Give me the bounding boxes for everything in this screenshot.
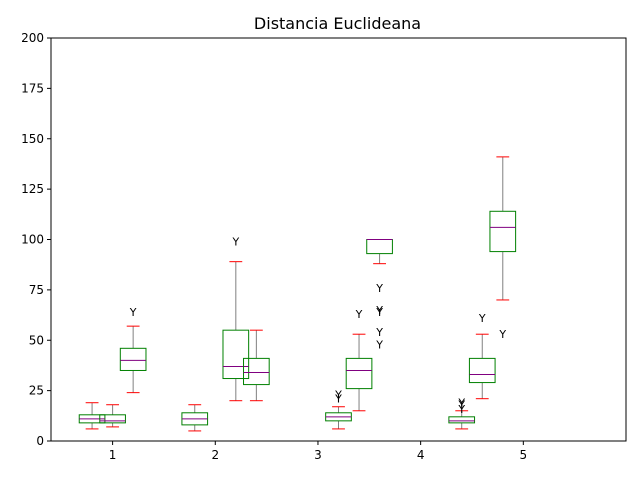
y-tick-label: 200 (21, 31, 44, 45)
outlier-marker: Y (457, 397, 465, 410)
x-tick-label: 3 (314, 448, 322, 462)
x-tick-label: 2 (211, 448, 219, 462)
chart-title: Distancia Euclideana (254, 14, 421, 33)
outlier-marker: Y (375, 306, 383, 319)
iqr-box (489, 210, 517, 253)
y-tick-label: 150 (21, 132, 44, 146)
outlier-marker: Y (478, 312, 486, 325)
iqr-box (345, 357, 373, 390)
box-group-5: Y (222, 236, 250, 402)
iqr-box (119, 347, 147, 371)
iqr-box (243, 357, 270, 386)
outlier-marker: Y (334, 389, 342, 402)
outlier-marker: Y (129, 306, 137, 319)
outlier-marker: Y (457, 399, 465, 412)
y-tick-label: 25 (29, 384, 44, 398)
box-group-10: YYY (448, 397, 476, 430)
x-tick-label: 5 (520, 448, 528, 462)
x-tick-label: 1 (109, 448, 117, 462)
iqr-box (448, 416, 476, 424)
iqr-box (222, 329, 250, 380)
iqr-box (366, 239, 393, 255)
box-group-6 (243, 329, 270, 402)
iqr-box (468, 357, 496, 384)
box-group-11: Y (468, 312, 496, 400)
outlier-marker: Y (355, 308, 363, 321)
outlier-marker: Y (375, 338, 383, 351)
iqr-box (99, 414, 126, 424)
outlier-marker: Y (375, 282, 383, 295)
outlier-marker: Y (457, 403, 465, 416)
y-tick-label: 175 (21, 81, 44, 95)
box-group-2 (99, 404, 126, 428)
box-group-12: Y (489, 156, 517, 341)
box-group-7: YY (325, 389, 352, 430)
box-group-1 (78, 402, 106, 430)
box-group-8: Y (345, 308, 373, 412)
x-tick-label: 4 (417, 448, 425, 462)
y-tick-label: 125 (21, 182, 44, 196)
box-group-3: Y (119, 306, 147, 394)
y-tick-label: 75 (29, 283, 44, 297)
y-tick-label: 50 (29, 333, 44, 347)
x-axis: 1 2 3 4 5 (109, 441, 527, 462)
outlier-marker: Y (231, 236, 239, 249)
box-group-4 (181, 404, 209, 432)
outlier-marker: Y (375, 304, 383, 317)
y-tick-label: 100 (21, 233, 44, 247)
y-axis: 0 25 50 75 100 125 150 175 200 (21, 31, 51, 448)
outlier-marker: Y (334, 393, 342, 406)
outlier-marker: Y (498, 328, 506, 341)
y-tick-label: 0 (36, 434, 44, 448)
outlier-marker: Y (375, 326, 383, 339)
axes-frame (50, 37, 627, 442)
